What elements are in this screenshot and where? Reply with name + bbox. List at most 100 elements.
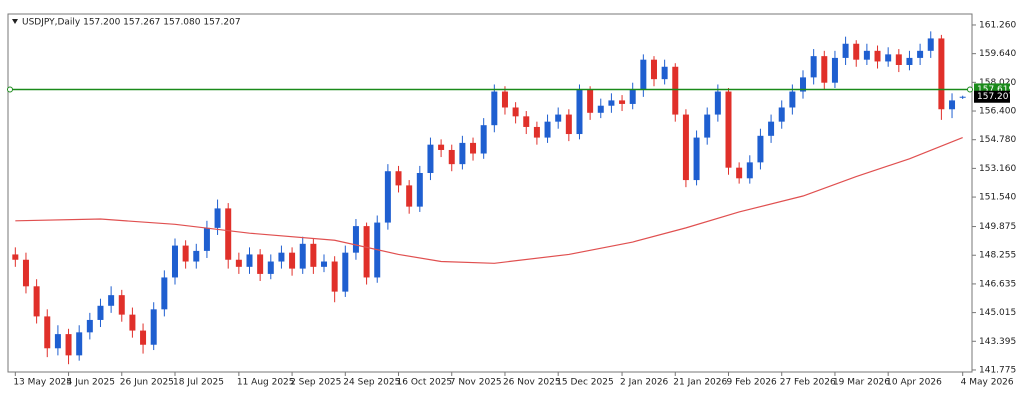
candle-body [321,261,328,267]
y-tick-label: 149.875 [979,222,1016,232]
candle-body [512,107,519,117]
candle-body [842,43,849,58]
candle-body [416,172,423,207]
candle-body [22,259,29,287]
candle-body [12,254,19,260]
candle-body [257,254,264,274]
candle-body [778,107,785,122]
y-tick-label: 154.780 [979,135,1016,145]
level-label: 157.619 [977,85,1014,95]
candle-body [76,332,83,356]
candle-body [427,144,434,173]
y-tick-label: 148.255 [979,251,1016,261]
candle-body [906,57,913,65]
candle-body [565,114,572,135]
candle-body [342,252,349,292]
x-tick-label: 21 Jan 2026 [673,378,727,388]
candle-body [714,91,721,115]
x-tick-label: 4 Jun 2025 [67,378,115,388]
candle-body [289,252,296,269]
x-tick-label: 19 Mar 2026 [833,378,890,388]
candle-body [161,277,168,310]
y-tick-label: 153.160 [979,164,1016,174]
header-arrow [12,19,18,24]
x-tick-label: 2 Sep 2025 [290,378,341,388]
candle-body [448,149,455,165]
candle-body [108,295,115,306]
candle-body [118,295,125,315]
candle-body [768,121,775,136]
candle-body [533,126,540,138]
candle-body [863,50,870,60]
candle-body [885,54,892,62]
candle-body [97,305,104,320]
candle-body [523,116,530,127]
candle-body [640,59,647,90]
x-tick-label: 13 May 2025 [13,378,72,388]
candle-body [299,243,306,269]
candle-body [704,114,711,138]
y-tick-label: 159.640 [979,49,1016,59]
candle-body [810,56,817,78]
y-tick-label: 161.260 [979,20,1016,30]
y-tick-label: 151.540 [979,193,1016,203]
candle-body [438,144,445,150]
y-tick-label: 141.775 [979,365,1016,375]
candle-body [544,121,551,138]
candle-body [555,114,562,122]
x-tick-label: 7 Nov 2025 [450,378,502,388]
candle-body [470,142,477,154]
candle-body [650,59,657,80]
candle-body [597,105,604,113]
level-anchor [967,86,973,93]
candle-body [352,226,359,253]
y-tick-label: 158.020 [979,78,1016,88]
candle-body [140,330,147,345]
candle-body [129,314,136,331]
candle-body [480,125,487,154]
candle-body [54,334,61,349]
candle-body [171,245,178,278]
chart-header: USDJPY,Daily 157.200 157.267 157.080 157… [22,18,241,28]
candle-body [661,66,668,80]
x-tick-label: 27 Feb 2026 [780,378,836,388]
x-tick-label: 16 Oct 2025 [397,378,453,388]
candle-body [917,50,924,58]
candle-body [395,171,402,186]
candle-body [927,38,934,51]
x-tick-label: 26 Jun 2025 [120,378,174,388]
candle-body [576,89,583,135]
candle-body [693,137,700,181]
candle-body [363,226,370,278]
candle-body [501,91,508,108]
x-tick-label: 26 Nov 2025 [503,378,561,388]
candle-body [959,96,966,98]
candle-body [65,334,72,356]
candle-body [150,309,157,345]
candle-body [853,43,860,60]
y-tick-label: 146.635 [979,279,1016,289]
candle-body [831,57,838,83]
candle-body [672,66,679,115]
candle-body [746,162,753,179]
candle-body [235,259,242,267]
candle-body [182,245,189,262]
candle-body [310,243,317,267]
candle-body [278,252,285,262]
y-tick-label: 143.395 [979,337,1016,347]
x-tick-label: 10 Apr 2026 [886,378,942,388]
candle-body [406,185,413,207]
candle-body [821,56,828,83]
candle-body [619,100,626,104]
candle-body [874,50,881,62]
candle-body [757,135,764,163]
x-tick-label: 18 Jul 2025 [173,378,224,388]
candle-body [214,208,221,228]
candle-body [267,261,274,274]
candle-body [682,114,689,181]
candle-body [193,250,200,262]
candle-body [44,316,51,349]
candle-body [800,77,807,92]
x-tick-label: 9 Feb 2026 [727,378,778,388]
